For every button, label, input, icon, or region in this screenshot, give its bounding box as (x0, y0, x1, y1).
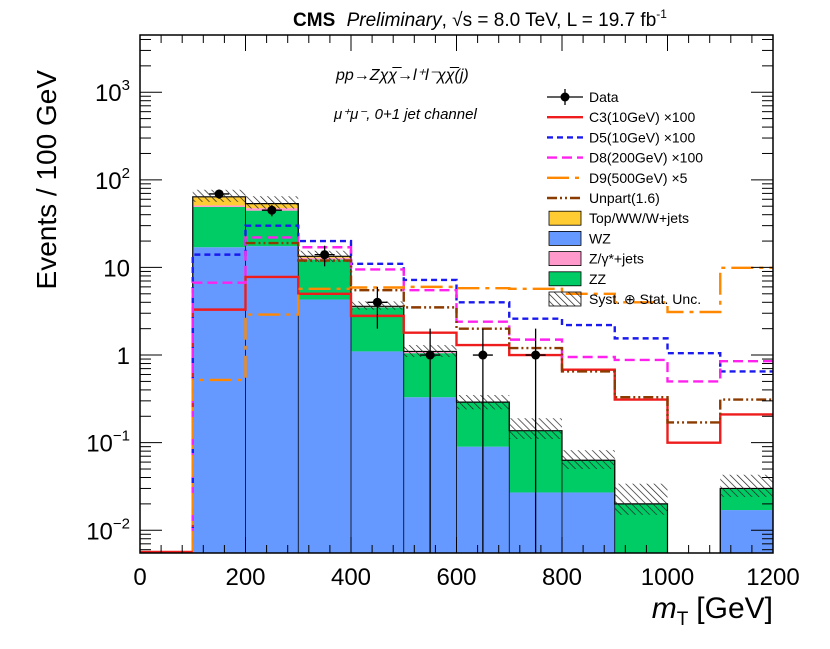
stack-bar-zz-1 (245, 210, 299, 247)
data-point-3 (372, 297, 382, 307)
legend-entry-d5: D5(10GeV) ×100 (547, 129, 695, 145)
legend-entry-data: Data (547, 89, 619, 105)
legend-entry-wz: WZ (548, 230, 611, 246)
data-point-0 (214, 189, 224, 199)
stack-bar-wz-2 (298, 299, 351, 553)
x-tick-label: 600 (436, 564, 476, 591)
channel-label: μ⁺μ⁻, 0+1 jet channel (333, 106, 477, 123)
legend-entry-zz: ZZ (548, 271, 607, 287)
stack-bar-wz-0 (192, 247, 246, 553)
legend-label: C3(10GeV) ×100 (589, 109, 695, 125)
legend-label: Top/WW/W+jets (589, 210, 689, 226)
legend-box-swatch (548, 210, 582, 226)
x-tick-label: 400 (331, 564, 371, 591)
x-axis-sub: T (677, 609, 689, 630)
legend-label: D8(200GeV) ×100 (589, 150, 703, 166)
uncertainty-band-1 (245, 196, 299, 209)
data-point-1 (267, 205, 277, 215)
legend-box-swatch (548, 271, 582, 287)
legend-label: Z/γ*+jets (589, 251, 644, 267)
legend-label: Syst. ⊕ Stat. Unc. (589, 291, 701, 307)
x-axis-title: mT [GeV] (652, 592, 773, 630)
legend-entry-unpart: Unpart(1.6) (547, 190, 660, 206)
y-tick-label: 10 (103, 255, 130, 282)
stack-bar-wz-3 (351, 351, 404, 553)
y-axis-title: Events / 100 GeV (31, 70, 62, 290)
data-point-5 (478, 350, 488, 360)
title-sqrt: √ (452, 10, 463, 31)
signal-line-unpart (245, 241, 773, 424)
y-tick-label: 10−1 (86, 428, 130, 458)
stack-bar-z-jets-0 (192, 205, 246, 207)
chart-title: CMS Preliminary, √s = 8.0 TeV, L = 19.7 … (293, 7, 667, 31)
y-tick-label: 102 (95, 165, 130, 195)
process-label: pp→Zχχ̅→l⁺l⁻χχ̅(j) (335, 66, 469, 84)
legend-label: Data (589, 89, 619, 105)
legend-box-swatch (548, 251, 582, 267)
title-energy: s = 8.0 TeV (463, 10, 559, 31)
y-tick-label: 1 (117, 343, 130, 370)
legend-label: ZZ (589, 271, 607, 287)
title-comma: , (442, 10, 453, 31)
legend-entry-z: Z/γ*+jets (548, 251, 644, 267)
x-tick-label: 0 (133, 564, 146, 591)
x-tick-label: 1200 (746, 564, 799, 591)
uncertainty-band-7 (562, 450, 615, 470)
x-tick-label: 200 (225, 564, 265, 591)
stack-bar-zz-0 (192, 206, 246, 248)
legend-data-marker (560, 92, 570, 102)
legend-entry-d9: D9(500GeV) ×5 (547, 170, 688, 186)
signal-line-d5 (191, 224, 773, 553)
stack-bar-wz-10 (720, 510, 773, 553)
signal-line-c3 (191, 275, 773, 553)
x-axis-unit: [GeV] (696, 592, 773, 625)
legend-entry-syst: Syst. ⊕ Stat. Unc. (548, 291, 701, 307)
legend-entry-c3: C3(10GeV) ×100 (547, 109, 695, 125)
title-status: Preliminary (347, 10, 444, 31)
legend-label: D9(500GeV) ×5 (589, 170, 688, 186)
data-point-4 (425, 350, 435, 360)
legend-label: Unpart(1.6) (589, 190, 660, 206)
legend-box-swatch (548, 230, 582, 246)
title-lumi: L = 19.7 fb (567, 10, 657, 31)
data-point-2 (320, 250, 330, 260)
title-experiment: CMS (293, 10, 335, 31)
uncertainty-band-8 (614, 483, 668, 515)
legend-label: WZ (589, 230, 611, 246)
y-tick-label: 10−2 (86, 515, 130, 545)
stack-bar-wz-1 (245, 246, 299, 553)
legend-entry-d8: D8(200GeV) ×100 (547, 150, 703, 166)
y-tick-label: 103 (95, 77, 130, 107)
legend-entry-top: Top/WW/W+jets (548, 210, 689, 226)
data-point-6 (531, 350, 541, 360)
legend-hatch-swatch (548, 291, 582, 307)
title-lumi-sup: -1 (656, 7, 667, 21)
x-axis-var: m (652, 592, 677, 625)
x-tick-label: 800 (542, 564, 582, 591)
uncertainty-band-10 (720, 474, 773, 497)
stack-bar-wz-7 (562, 492, 615, 553)
x-tick-label: 1000 (641, 564, 694, 591)
legend-label: D5(10GeV) ×100 (589, 129, 695, 145)
